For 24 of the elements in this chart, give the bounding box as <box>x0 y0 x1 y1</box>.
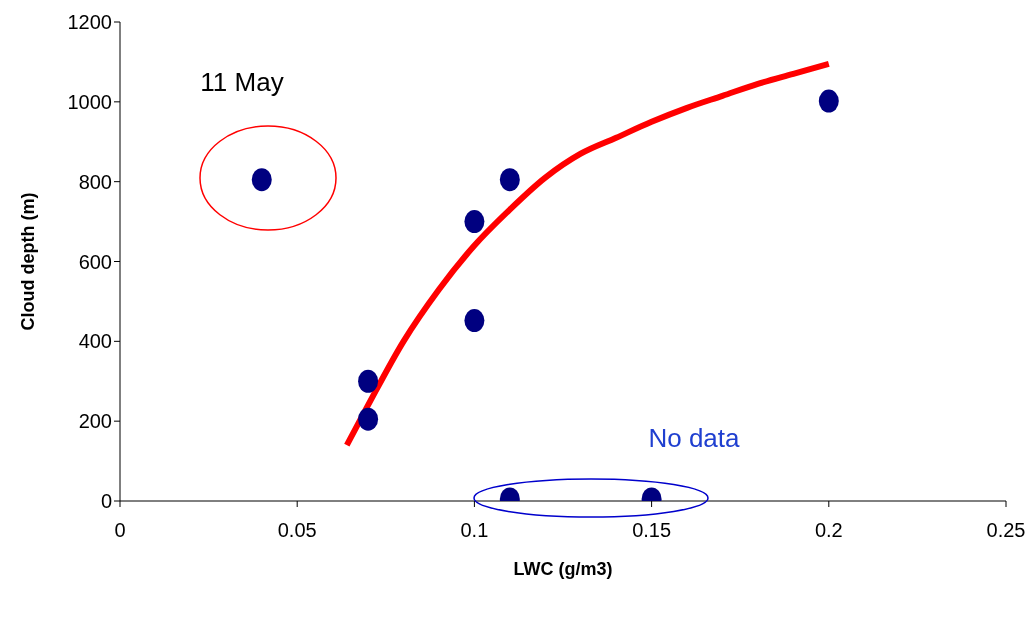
y-tick-label: 200 <box>78 410 112 433</box>
y-tick-label: 0 <box>100 490 112 513</box>
y-tick-label: 600 <box>78 250 112 273</box>
point <box>358 407 379 431</box>
y-axis-title: Cloud depth (m) <box>18 192 39 331</box>
point <box>251 168 272 192</box>
point <box>818 89 839 113</box>
x-tick-label: 0.2 <box>814 519 843 542</box>
annotation: 11 May <box>200 67 284 97</box>
x-tick-label: 0 <box>114 519 126 542</box>
x-tick-label: 0.15 <box>632 519 672 542</box>
x-tick-label: 0.1 <box>460 519 489 542</box>
point <box>464 309 485 333</box>
annotation: No data <box>648 423 741 453</box>
x-axis-title: LWC (g/m3) <box>513 559 613 579</box>
point <box>499 168 520 192</box>
point <box>358 369 379 393</box>
y-tick-label: 1000 <box>67 90 112 113</box>
y-tick-label: 400 <box>78 330 112 353</box>
x-tick-label: 0.25 <box>986 519 1026 542</box>
point <box>464 210 485 234</box>
x-tick-label: 0.05 <box>277 519 317 542</box>
y-tick-label: 1200 <box>67 11 112 34</box>
y-tick-label: 800 <box>78 170 112 193</box>
